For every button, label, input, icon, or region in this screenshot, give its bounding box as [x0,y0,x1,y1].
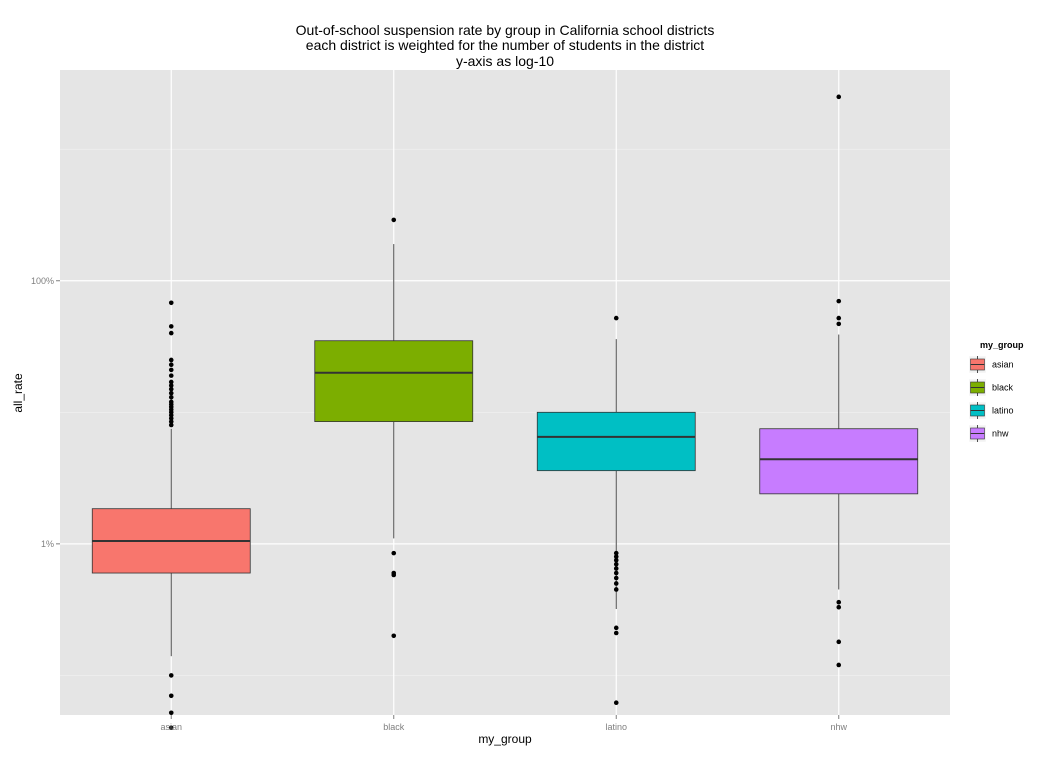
outlier-point [613,587,619,592]
box-group-nhw [759,94,919,668]
outlier-point [168,379,174,385]
box-group-latino [536,315,696,706]
outlier-point [836,604,842,610]
box-latino [536,411,696,472]
outlier-point [168,673,174,678]
legend-label-nhw: nhw [992,429,1009,439]
outlier-point [168,422,174,428]
outlier-point [613,566,619,571]
y-axis: 1% 100% [31,276,60,549]
y-axis-title: all_rate [11,373,25,413]
outlier-point [168,710,174,716]
outlier-point [613,557,619,563]
outlier-point [168,693,174,699]
outlier-point [613,561,619,567]
outlier-point [613,550,619,556]
outlier-point [836,315,842,321]
outlier-point [391,217,397,223]
box-layer [91,94,919,731]
x-tick-label: black [383,722,405,732]
y-tick-label: 100% [31,276,54,286]
x-axis-title: my_group [478,732,532,746]
outlier-point [836,321,842,327]
outlier-point [613,625,619,631]
outlier-point [836,298,842,304]
box-nhw [759,428,919,495]
legend: my_group asian black latino nhw [968,340,1024,443]
legend-label-asian: asian [992,360,1014,370]
outlier-point [613,700,619,706]
outlier-point [168,419,174,424]
outlier-point [613,570,619,576]
chart-title-line-3: y-axis as log-10 [456,53,554,69]
plot-panel [60,70,950,715]
grid-minor-lines [60,148,950,676]
x-axis: asian black latino nhw [160,715,848,732]
outlier-point [168,386,174,392]
outlier-point [613,554,619,559]
legend-label-latino: latino [992,406,1014,416]
outlier-point [613,630,619,636]
legend-label-black: black [992,383,1014,393]
outlier-point [168,362,174,368]
legend-item-nhw: nhw [968,424,1009,443]
legend-item-latino: latino [968,401,1014,420]
legend-item-black: black [968,378,1014,397]
outlier-point [168,324,174,329]
outlier-point [836,94,842,100]
outlier-point [836,662,842,668]
outlier-point [168,390,174,396]
outlier-point [613,581,619,586]
outlier-point [168,383,174,388]
chart-title-line-1: Out-of-school suspension rate by group i… [296,22,715,38]
outlier-point [391,550,397,556]
outlier-point [613,315,619,321]
outlier-point [168,357,174,363]
y-tick-label: 1% [41,539,54,549]
box-group-asian [91,300,251,731]
outlier-point [168,367,174,373]
box-black [314,340,474,422]
outlier-point [168,725,174,731]
outlier-point [836,599,842,605]
outlier-point [391,570,397,576]
legend-item-asian: asian [968,355,1014,374]
outlier-point [168,300,174,306]
legend-title: my_group [980,340,1024,350]
outlier-point [168,395,174,400]
outlier-point [168,373,174,378]
box-group-black [314,217,474,639]
outlier-point [613,575,619,581]
outlier-point [168,399,174,405]
chart-title-line-2: each district is weighted for the number… [306,37,705,53]
x-tick-label: asian [160,722,182,732]
outlier-point [836,639,842,645]
x-tick-label: latino [605,722,627,732]
x-tick-label: nhw [830,722,847,732]
outlier-point [391,633,397,639]
outlier-point [168,330,174,336]
